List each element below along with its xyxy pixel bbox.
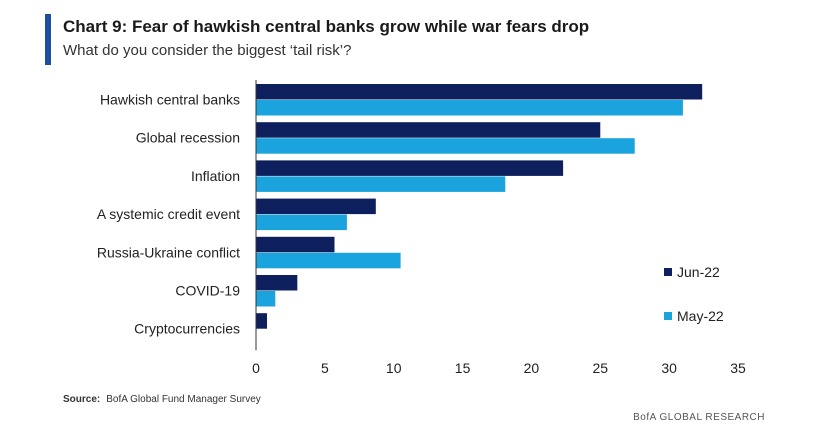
bar-a-systemic-credit-event-jun-22 bbox=[256, 198, 376, 215]
x-axis-ticks: 0 5 10 15 20 25 30 35 bbox=[252, 360, 746, 376]
bar-inflation-may-22 bbox=[256, 176, 506, 192]
bar-russia-ukraine-conflict-jun-22 bbox=[256, 236, 335, 253]
bar-russia-ukraine-conflict-may-22 bbox=[256, 252, 401, 269]
x-tick-label-10: 10 bbox=[386, 360, 402, 376]
category-labels: Hawkish central banks Global recession Inf… bbox=[97, 92, 240, 337]
bar-hawkish-central-banks-may-22 bbox=[256, 100, 683, 116]
legend-label-may-22: May-22 bbox=[677, 308, 724, 324]
x-tick-label-0: 0 bbox=[252, 360, 260, 376]
branding-text: BofA GLOBAL RESEARCH bbox=[633, 412, 765, 423]
legend-label-jun-22: Jun-22 bbox=[677, 264, 720, 280]
source-note: Source: BofA Global Fund Manager Survey bbox=[63, 394, 261, 405]
title-accent-bar bbox=[45, 14, 51, 65]
bars-layer bbox=[256, 84, 703, 329]
x-tick-label-30: 30 bbox=[661, 360, 677, 376]
bar-global-recession-may-22 bbox=[256, 138, 635, 154]
bar-cryptocurrencies-jun-22 bbox=[256, 313, 268, 329]
bar-inflation-jun-22 bbox=[256, 160, 564, 176]
chart-title: Chart 9: Fear of hawkish central banks g… bbox=[63, 17, 590, 36]
x-tick-label-15: 15 bbox=[455, 360, 471, 376]
category-label-inflation: Inflation bbox=[191, 168, 240, 184]
legend-swatch-may-22 bbox=[664, 312, 672, 320]
source-label: Source: bbox=[63, 394, 101, 405]
category-label-covid-19: COVID-19 bbox=[175, 283, 240, 299]
category-label-global-recession: Global recession bbox=[136, 130, 240, 146]
category-label-a-systemic-credit-event: A systemic credit event bbox=[97, 206, 240, 222]
source-text: BofA Global Fund Manager Survey bbox=[106, 394, 261, 405]
category-label-cryptocurrencies: Cryptocurrencies bbox=[134, 321, 240, 337]
legend-swatch-jun-22 bbox=[664, 268, 672, 276]
legend: Jun-22 May-22 bbox=[664, 264, 724, 324]
bar-a-systemic-credit-event-may-22 bbox=[256, 214, 347, 231]
bar-global-recession-jun-22 bbox=[256, 122, 601, 138]
x-tick-label-5: 5 bbox=[321, 360, 329, 376]
bar-covid-19-jun-22 bbox=[256, 275, 298, 291]
x-tick-label-20: 20 bbox=[524, 360, 540, 376]
category-label-russia-ukraine-conflict: Russia-Ukraine conflict bbox=[97, 244, 240, 260]
x-tick-label-35: 35 bbox=[730, 360, 746, 376]
category-label-hawkish-central-banks: Hawkish central banks bbox=[100, 92, 240, 108]
bar-covid-19-may-22 bbox=[256, 291, 276, 307]
bar-hawkish-central-banks-jun-22 bbox=[256, 84, 703, 100]
x-tick-label-25: 25 bbox=[592, 360, 608, 376]
chart-subtitle: What do you consider the biggest ‘tail r… bbox=[63, 42, 352, 59]
